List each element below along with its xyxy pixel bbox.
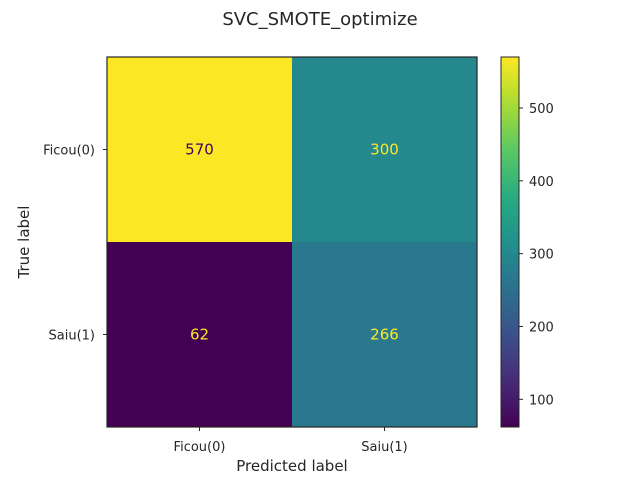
y-axis-label: True label	[15, 206, 33, 280]
y-tick-label: Saiu(1)	[49, 329, 95, 344]
x-tick-label: Saiu(1)	[361, 440, 407, 455]
colorbar-tick-label: 500	[529, 102, 554, 117]
x-axis-ticks: Ficou(0) Saiu(1)	[174, 427, 408, 455]
cell-value-label: 570	[185, 141, 214, 159]
x-tick-label: Ficou(0)	[174, 440, 226, 455]
x-axis-label: Predicted label	[236, 457, 347, 475]
cell-value-label: 300	[370, 141, 399, 159]
matrix-cell	[107, 57, 293, 243]
matrix-cell	[292, 57, 478, 243]
colorbar-tick-label: 300	[529, 248, 554, 263]
colorbar-ticks: 100 200 300 400 500	[519, 102, 554, 408]
colorbar	[500, 56, 520, 428]
colorbar-tick-label: 400	[529, 175, 554, 190]
y-tick-label: Ficou(0)	[43, 144, 95, 159]
colorbar-tick-label: 100	[529, 393, 554, 408]
cell-value-label: 266	[370, 326, 399, 344]
matrix-frame	[106, 56, 478, 428]
cell-value-label: 62	[190, 326, 209, 344]
chart-title: SVC_SMOTE_optimize	[222, 9, 417, 30]
matrix-cell	[107, 242, 293, 428]
y-axis-ticks: Ficou(0) Saiu(1)	[43, 144, 107, 344]
matrix-cells: 570 300 62 266	[107, 57, 478, 428]
matrix-cell	[292, 242, 478, 428]
colorbar-tick-label: 200	[529, 320, 554, 335]
